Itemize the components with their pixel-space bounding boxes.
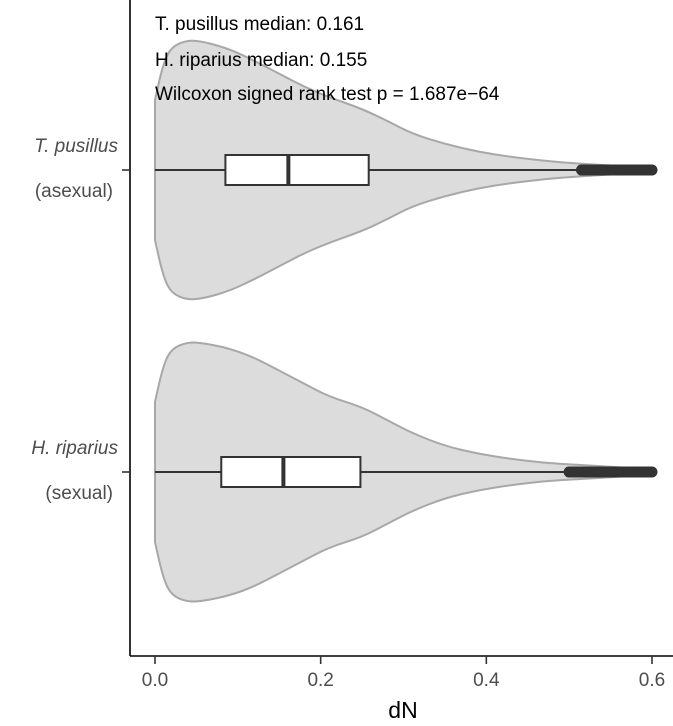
x-tick-label: 0.6 — [639, 670, 665, 691]
x-axis: 0.0 0.2 0.4 0.6 — [142, 656, 665, 691]
annotation-median-1: T. pusillus median: 0.161 — [155, 14, 364, 35]
outlier-point — [613, 466, 625, 478]
annotation-block: T. pusillus median: 0.161 H. riparius me… — [155, 14, 500, 105]
y-tick-label-species: H. riparius — [31, 438, 118, 459]
outlier-point — [623, 466, 635, 478]
x-axis-label: dN — [388, 697, 417, 723]
outlier-point — [643, 466, 655, 478]
annotation-wilcoxon: Wilcoxon signed rank test p = 1.687e−64 — [155, 84, 500, 105]
x-tick-label: 0.4 — [473, 670, 500, 691]
violin-group-2 — [154, 341, 658, 603]
outlier-point — [563, 466, 575, 478]
outlier-point — [593, 466, 605, 478]
y-tick-label-species: T. pusillus — [34, 136, 118, 157]
outlier-point — [595, 164, 607, 176]
outlier-point — [635, 164, 647, 176]
outlier-point — [633, 466, 645, 478]
annotation-median-2: H. riparius median: 0.155 — [155, 50, 367, 71]
y-tick-label-type: (asexual) — [35, 181, 113, 202]
iqr-box — [224, 154, 370, 186]
outlier-point — [583, 466, 595, 478]
outlier-point — [586, 164, 598, 176]
outlier-point — [576, 164, 588, 176]
violin-group-1 — [154, 39, 658, 301]
outlier-point — [603, 466, 615, 478]
iqr-box — [220, 456, 362, 488]
y-tick-label-type: (sexual) — [45, 483, 113, 504]
outlier-point — [615, 164, 627, 176]
outlier-point — [625, 164, 637, 176]
y-axis: T. pusillus (asexual) H. riparius (sexual) — [31, 136, 130, 504]
x-tick-label: 0.0 — [142, 670, 168, 691]
outlier-point — [573, 466, 585, 478]
plot-area — [154, 39, 658, 603]
outlier-point — [605, 164, 617, 176]
x-tick-label: 0.2 — [307, 670, 333, 691]
outlier-point — [645, 164, 657, 176]
